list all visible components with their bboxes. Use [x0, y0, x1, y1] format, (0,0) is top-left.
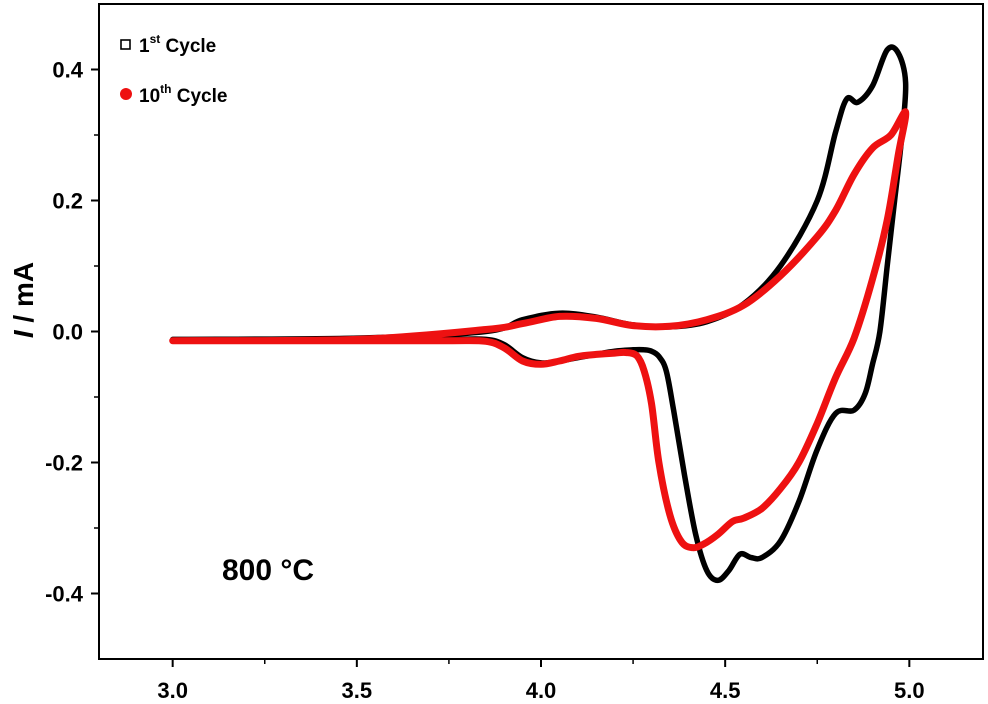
series-line-1st-cycle	[169, 44, 909, 584]
legend: 1st Cycle 10th Cycle	[120, 32, 227, 107]
y-axis-label-symbol: I	[8, 329, 39, 338]
legend-marker-10th-cycle	[120, 88, 132, 100]
y-axis: -0.4 -0.2 0.0 0.2 0.4	[45, 58, 99, 607]
legend-marker-1st-cycle	[120, 39, 131, 50]
legend-label-1st-cycle: 1st Cycle	[139, 32, 216, 57]
y-tick-label: -0.2	[45, 451, 83, 476]
y-axis-label-unit: / mA	[8, 262, 39, 330]
temperature-annotation: 800 °C	[222, 554, 314, 587]
y-tick-label: 0.2	[52, 189, 83, 214]
x-axis: 3.0 3.5 4.0 4.5 5.0	[157, 659, 925, 703]
series-layer	[169, 44, 910, 584]
x-tick-label: 3.5	[342, 678, 373, 703]
y-tick-label: 0.4	[52, 58, 83, 83]
x-tick-label: 4.5	[710, 678, 741, 703]
y-tick-label: -0.4	[45, 582, 84, 607]
x-tick-label: 3.0	[157, 678, 188, 703]
y-axis-label: I / mA	[8, 262, 39, 338]
x-tick-label: 4.0	[526, 678, 557, 703]
series-line-10th-cycle	[169, 108, 910, 552]
legend-label-10th-cycle: 10th Cycle	[139, 82, 227, 107]
y-tick-label: 0.0	[52, 320, 83, 345]
x-tick-label: 5.0	[894, 678, 925, 703]
